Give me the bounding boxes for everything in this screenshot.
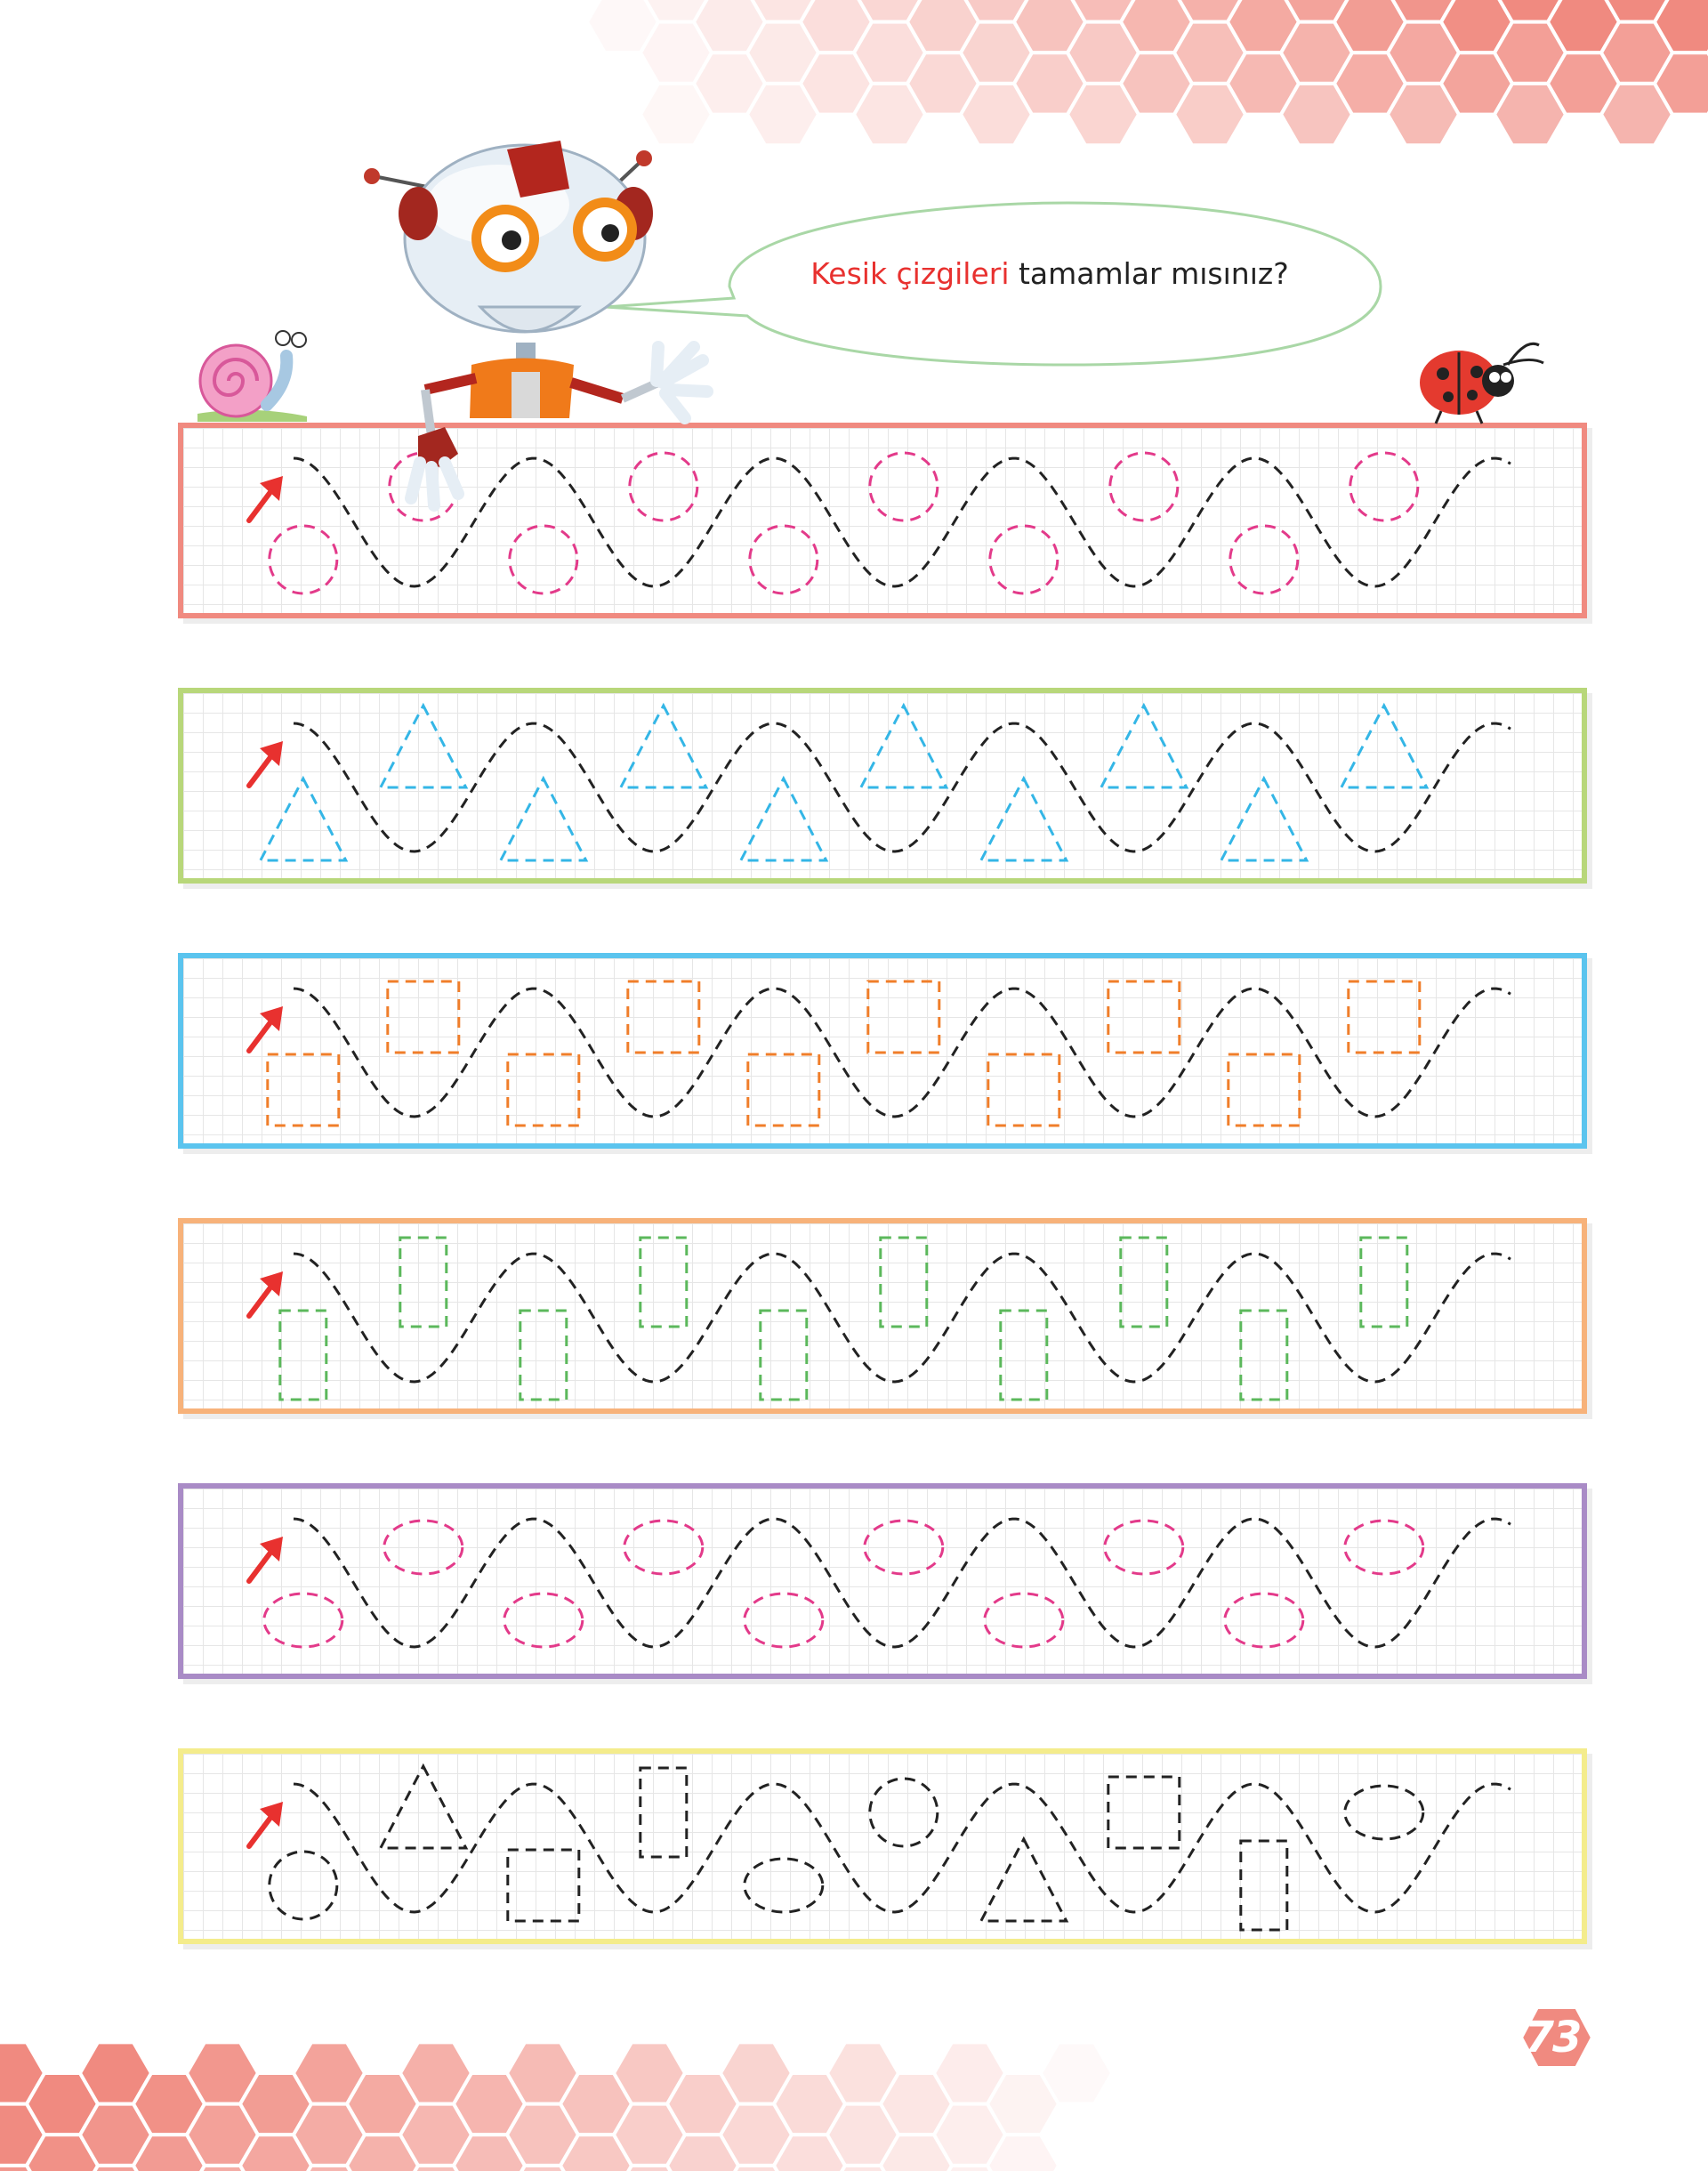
trace-rect: [399, 1236, 448, 1328]
prompt-rest: tamamlar mısınız?: [1009, 256, 1289, 291]
trace-square: [506, 1053, 581, 1127]
start-arrow-head: [260, 1537, 283, 1562]
trace-triangle: [738, 775, 829, 862]
trace-triangle: [858, 702, 949, 789]
trace-square: [746, 1053, 821, 1127]
trace-rect: [1239, 1309, 1289, 1401]
trace-ellipse: [1343, 1784, 1425, 1841]
trace-rect: [1119, 1236, 1169, 1328]
trace-rect: [1239, 1839, 1289, 1932]
trace-square: [626, 980, 701, 1054]
tracing-wave: [293, 722, 1511, 853]
prompt-highlight: Kesik çizgileri: [810, 256, 1010, 291]
trace-rect: [639, 1236, 689, 1328]
trace-circle: [268, 1850, 339, 1921]
trace-ellipse: [1343, 1519, 1425, 1576]
trace-square: [987, 1053, 1061, 1127]
trace-ellipse: [262, 1592, 344, 1649]
row-panel-2: [178, 688, 1587, 884]
trace-circle: [988, 524, 1059, 595]
trace-rect: [879, 1236, 929, 1328]
trace-triangle: [1219, 775, 1309, 862]
trace-square: [1107, 980, 1181, 1054]
tracing-wave: [293, 987, 1511, 1118]
start-arrow-head: [260, 1271, 283, 1296]
hexagon-icon: [1652, 0, 1708, 55]
trace-rect: [759, 1309, 809, 1401]
start-arrow-head: [260, 1006, 283, 1031]
trace-triangle: [378, 702, 469, 789]
trace-circle: [868, 451, 939, 522]
trace-ellipse: [983, 1592, 1065, 1649]
row-panel-6: [178, 1748, 1587, 1944]
trace-square: [1347, 980, 1422, 1054]
trace-ellipse: [623, 1519, 705, 1576]
start-arrow-head: [260, 1802, 283, 1827]
tracing-wave: [293, 1517, 1511, 1649]
trace-square: [386, 980, 461, 1054]
trace-triangle: [979, 775, 1069, 862]
hexagon-icon: [1652, 51, 1708, 117]
trace-ellipse: [743, 1857, 825, 1914]
trace-triangle: [618, 702, 709, 789]
trace-triangle: [1099, 702, 1189, 789]
trace-triangle: [1339, 702, 1430, 789]
trace-rect: [1359, 1236, 1409, 1328]
page-number: 73: [1524, 2013, 1583, 2062]
trace-square: [266, 1053, 341, 1127]
trace-triangle: [979, 1836, 1069, 1923]
trace-triangle: [258, 775, 349, 862]
trace-ellipse: [1103, 1519, 1185, 1576]
hexagon-icon: [1038, 2040, 1115, 2106]
trace-rect: [519, 1309, 568, 1401]
trace-circle: [628, 451, 699, 522]
trace-triangle: [378, 1763, 469, 1850]
trace-square: [866, 980, 941, 1054]
trace-circle: [508, 524, 579, 595]
tracing-wave: [293, 456, 1511, 588]
trace-square: [1227, 1053, 1301, 1127]
start-arrow-head: [260, 741, 283, 766]
trace-circle: [268, 524, 339, 595]
trace-circle: [1229, 524, 1300, 595]
tracing-wave: [293, 1252, 1511, 1384]
trace-rect: [999, 1309, 1049, 1401]
trace-ellipse: [1223, 1592, 1305, 1649]
trace-circle: [1108, 451, 1180, 522]
trace-circle: [1349, 451, 1420, 522]
trace-ellipse: [743, 1592, 825, 1649]
trace-ellipse: [863, 1519, 945, 1576]
trace-circle: [748, 524, 819, 595]
prompt-text: Kesik çizgileri tamamlar mısınız?: [729, 256, 1370, 291]
start-arrow-head: [260, 476, 283, 501]
trace-square: [1107, 1775, 1181, 1850]
trace-ellipse: [383, 1519, 464, 1576]
trace-ellipse: [503, 1592, 584, 1649]
trace-circle: [868, 1777, 939, 1848]
tracing-wave: [293, 1782, 1511, 1914]
trace-rect: [639, 1766, 689, 1859]
hexagon-icon: [985, 2133, 1061, 2171]
trace-square: [506, 1848, 581, 1923]
trace-triangle: [498, 775, 589, 862]
trace-rect: [278, 1309, 328, 1401]
